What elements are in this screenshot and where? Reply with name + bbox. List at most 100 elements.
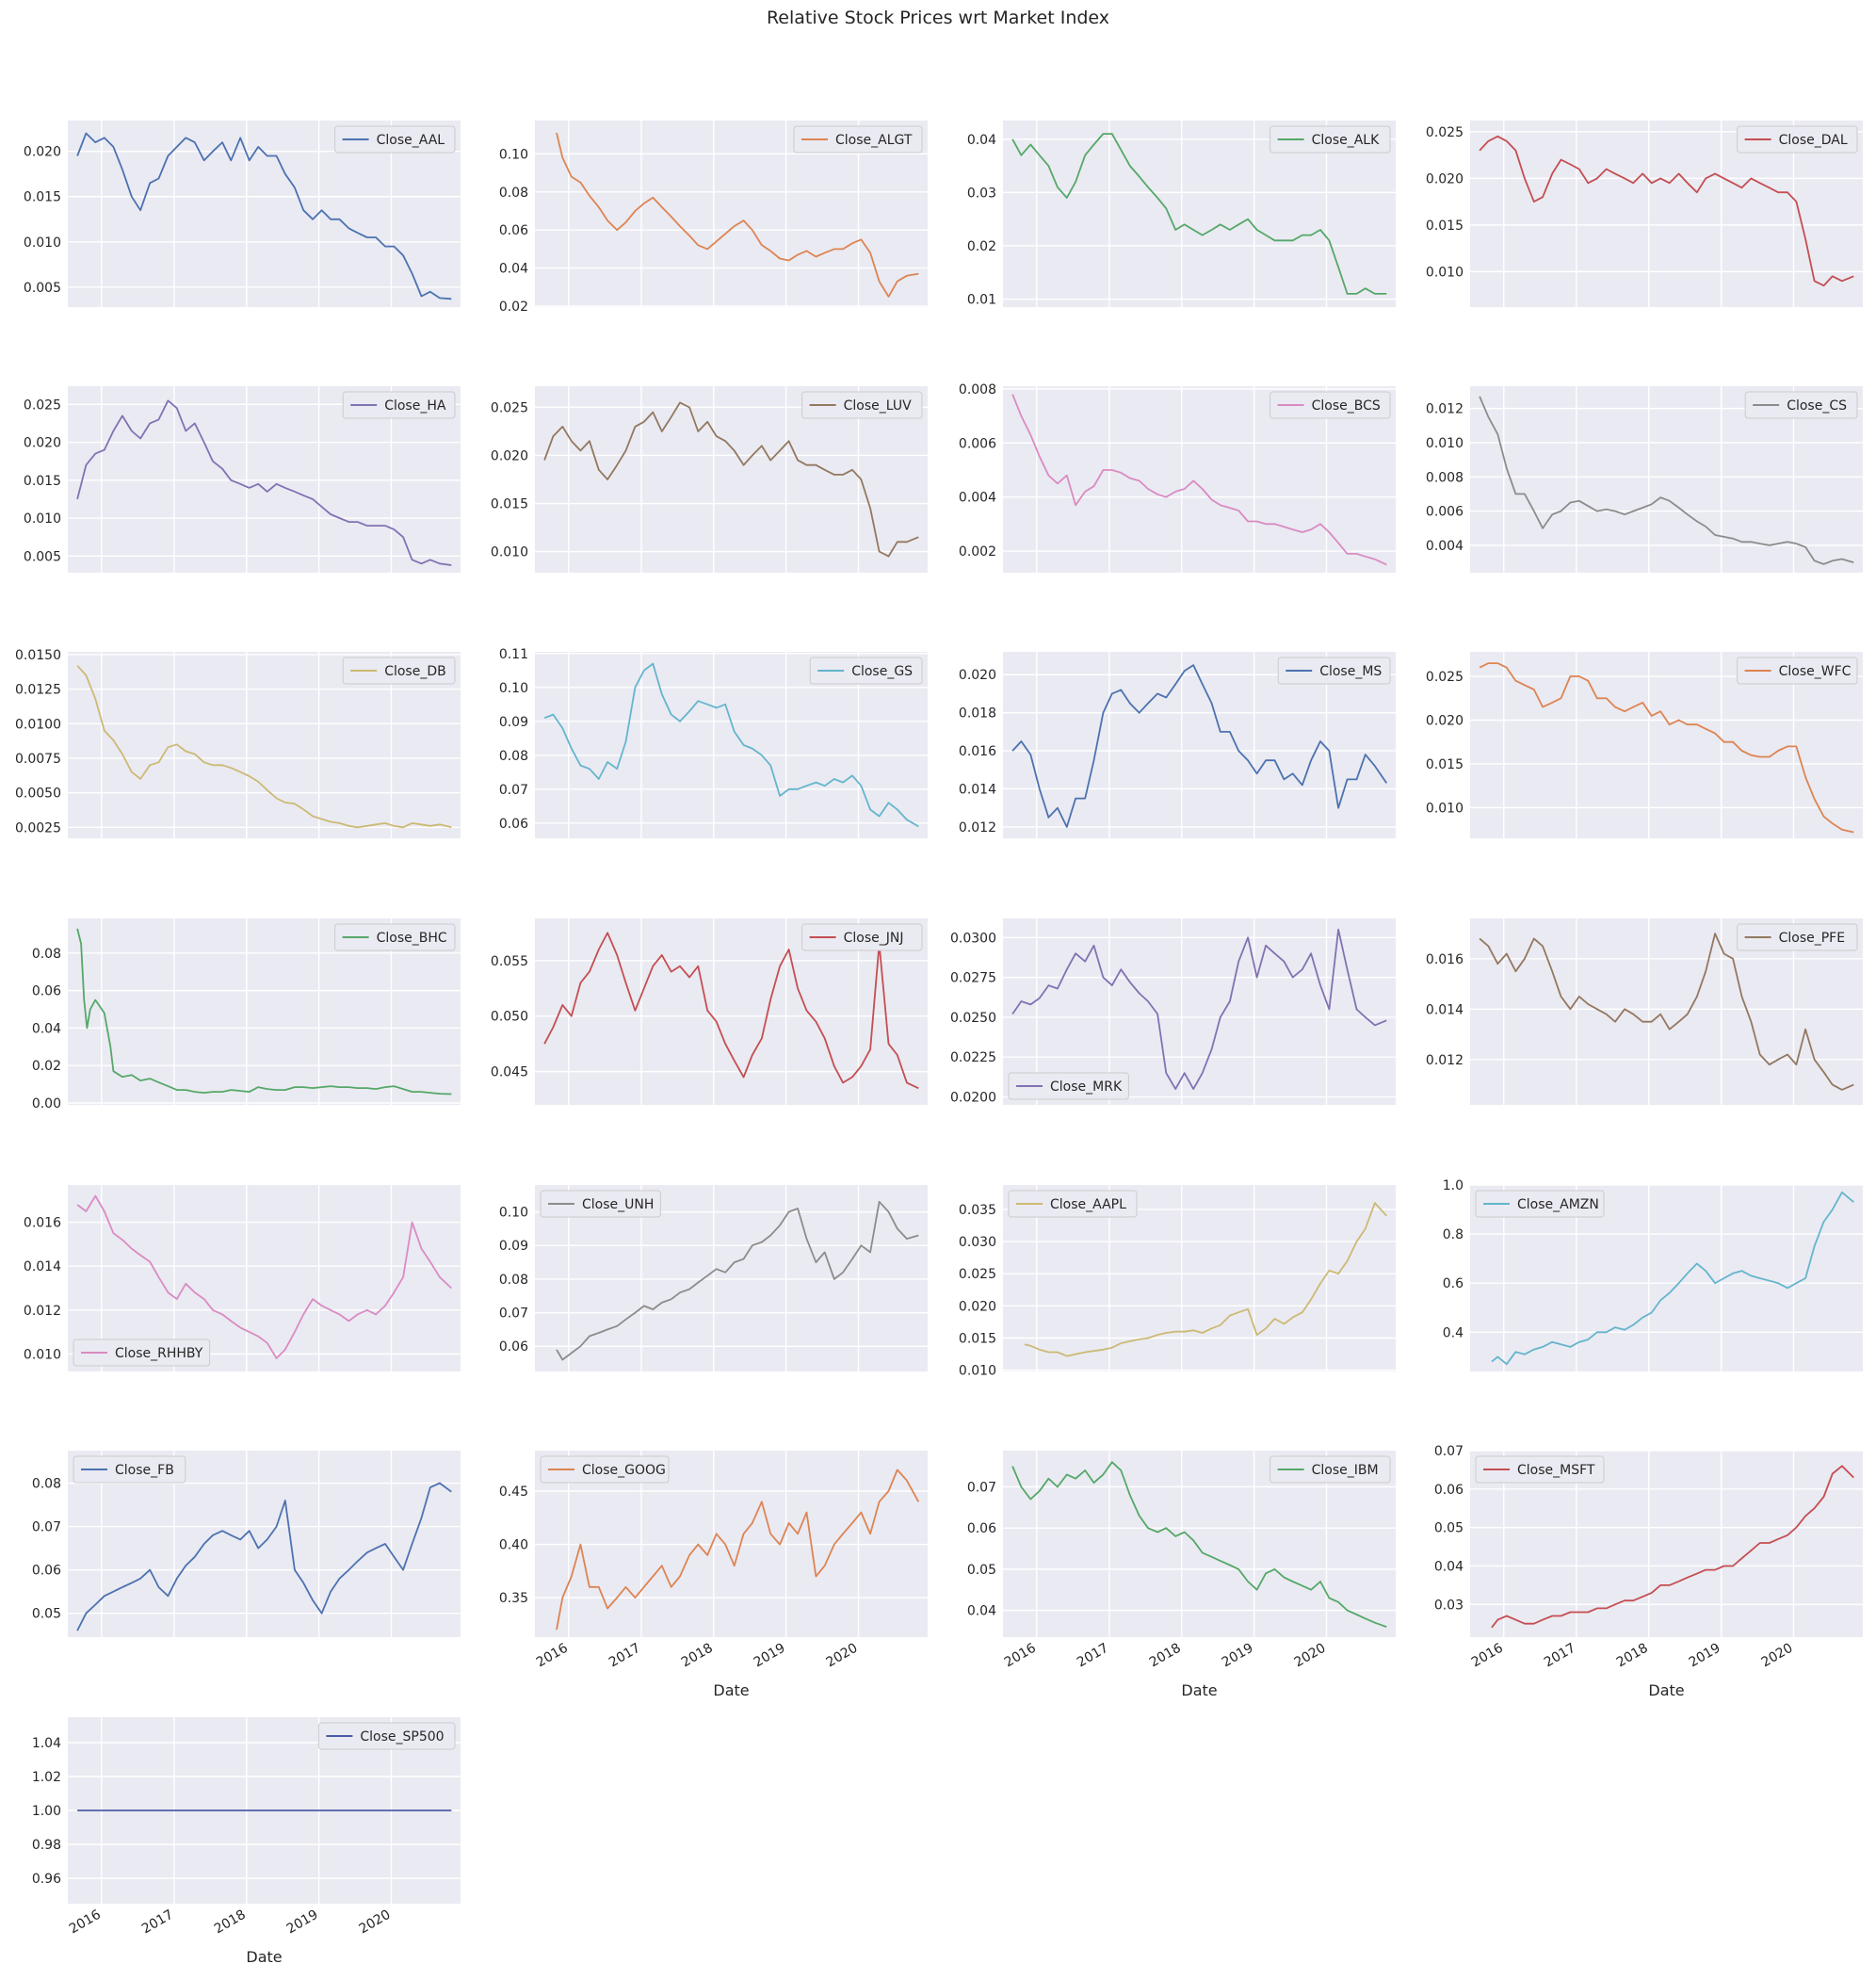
- y-tick-label: 0.05: [967, 1563, 996, 1578]
- y-tick-label: 0.055: [491, 954, 528, 969]
- y-tick-label: 0.01: [967, 293, 996, 308]
- subplot-close-dal: 0.010 0.015 0.020 0.025 Close_DAL: [1426, 121, 1863, 307]
- legend-close-luv: Close_LUV: [801, 391, 923, 419]
- legend-label: Close_AAL: [377, 133, 445, 148]
- y-tick-label: 0.015: [491, 497, 528, 512]
- y-tick-label: 0.40: [499, 1538, 528, 1553]
- legend-label: Close_SP500: [360, 1729, 444, 1745]
- y-tick-label: 0.004: [959, 491, 996, 506]
- y-tick-label: 0.0125: [15, 683, 61, 698]
- subplot-close-luv: 0.010 0.015 0.020 0.025 Close_LUV: [491, 386, 928, 573]
- x-tick-label: 2017: [1075, 1641, 1111, 1671]
- subplot-close-unh: 0.06 0.07 0.08 0.09 0.10 Close_UNH: [499, 1185, 928, 1371]
- series-line-close-wfc: [1479, 662, 1854, 834]
- x-tick-label: 2016: [1002, 1641, 1039, 1671]
- legend-label: Close_AMZN: [1517, 1197, 1599, 1212]
- y-tick-label: 0.35: [499, 1591, 528, 1606]
- x-tick-label: 2016: [534, 1641, 571, 1671]
- series-line-close-alk: [1011, 133, 1387, 295]
- legend-close-db: Close_DB: [342, 657, 456, 685]
- y-tick-label: 0.10: [499, 147, 528, 162]
- legend-box: [73, 1455, 186, 1484]
- legend-label: Close_AAPL: [1050, 1197, 1126, 1212]
- legend-close-alk: Close_ALK: [1270, 125, 1391, 154]
- series-line-close-ha: [76, 399, 452, 566]
- y-tick-label: 0.016: [959, 744, 996, 759]
- legend-close-fb: Close_FB: [73, 1455, 186, 1484]
- legend-close-jnj: Close_JNJ: [801, 923, 923, 951]
- x-tick-label: 2017: [606, 1641, 643, 1671]
- x-tick-label: 2019: [752, 1641, 788, 1671]
- y-tick-label: 0.012: [1426, 402, 1464, 417]
- y-tick-label: 0.09: [499, 715, 528, 730]
- y-tick-label: 0.018: [959, 706, 996, 722]
- legend-label: Close_ALGT: [835, 133, 913, 148]
- y-tick-label: 0.04: [32, 1021, 61, 1036]
- y-tick-label: 1.02: [32, 1770, 61, 1785]
- legend-label: Close_HA: [384, 398, 446, 414]
- y-tick-label: 0.05: [1434, 1521, 1464, 1536]
- y-tick-label: 0.09: [499, 1239, 528, 1254]
- legend-label: Close_DB: [384, 664, 446, 679]
- subplot-close-bhc: 0.00 0.02 0.04 0.06 0.08 Close_BHC: [32, 918, 461, 1112]
- y-tick-label: 0.020: [24, 436, 61, 451]
- subplot-close-cs: 0.004 0.006 0.008 0.010 0.012 Close_CS: [1426, 386, 1863, 573]
- legend-close-pfe: Close_PFE: [1737, 923, 1858, 951]
- y-tick-label: 0.010: [959, 1364, 996, 1379]
- legend-close-bcs: Close_BCS: [1270, 391, 1391, 419]
- legend-close-gs: Close_GS: [809, 657, 923, 685]
- series-line-close-bcs: [1011, 394, 1387, 566]
- y-tick-label: 0.04: [967, 1604, 996, 1619]
- y-tick-label: 0.006: [959, 436, 996, 451]
- x-tick-label: 2019: [284, 1907, 321, 1938]
- y-tick-label: 0.10: [499, 1206, 528, 1221]
- legend-label: Close_MS: [1319, 664, 1382, 679]
- y-tick-label: 0.06: [32, 984, 61, 999]
- y-tick-label: 0.014: [24, 1259, 61, 1274]
- x-tick-label: 2017: [139, 1907, 176, 1938]
- legend-close-cs: Close_CS: [1744, 391, 1858, 419]
- y-tick-label: 0.014: [1426, 1002, 1464, 1017]
- legend-box: [73, 1339, 211, 1367]
- x-tick-label: 2016: [67, 1907, 104, 1938]
- legend-label: Close_BCS: [1312, 398, 1381, 414]
- y-tick-label: 0.006: [1426, 505, 1464, 520]
- y-tick-label: 0.03: [967, 186, 996, 201]
- subplot-close-db: 0.0025 0.0050 0.0075 0.0100 0.0125 0.0150 Clos…: [15, 648, 461, 838]
- legend-box: [809, 657, 923, 685]
- legend-label: Close_RHHBY: [115, 1346, 203, 1361]
- y-tick-label: 0.0200: [950, 1091, 996, 1106]
- legend-label: Close_IBM: [1312, 1463, 1379, 1478]
- legend-close-bhc: Close_BHC: [334, 923, 456, 951]
- y-tick-label: 0.06: [499, 817, 528, 832]
- y-tick-label: 0.08: [32, 947, 61, 962]
- x-tick-label: 2020: [1759, 1641, 1796, 1671]
- y-tick-label: 0.02: [499, 300, 528, 315]
- y-tick-label: 0.010: [24, 235, 61, 251]
- legend-label: Close_UNH: [582, 1197, 654, 1212]
- y-tick-label: 0.07: [32, 1520, 61, 1535]
- legend-label: Close_MRK: [1050, 1079, 1123, 1095]
- y-tick-label: 1.04: [32, 1736, 61, 1751]
- legend-box: [801, 923, 923, 951]
- y-tick-label: 0.06: [499, 1339, 528, 1355]
- y-tick-label: 0.06: [499, 223, 528, 238]
- y-tick-label: 0.0050: [15, 787, 61, 802]
- subplot-close-mrk: 0.0200 0.0225 0.0250 0.0275 0.0300 Close_MRK: [950, 918, 1396, 1106]
- legend-close-aal: Close_AAL: [334, 125, 456, 154]
- subplot-close-msft: 0.03 0.04 0.05 0.06 0.07 2016 2017 2018 2019 2020…: [1434, 1444, 1863, 1699]
- y-tick-label: 0.020: [491, 448, 528, 463]
- y-tick-label: 0.08: [499, 1273, 528, 1288]
- x-tick-label: 2016: [1469, 1641, 1506, 1671]
- legend-label: Close_BHC: [377, 931, 447, 946]
- series-line-close-unh: [556, 1200, 919, 1361]
- x-axis-label: Date: [246, 1948, 282, 1966]
- y-tick-label: 0.010: [1426, 801, 1464, 816]
- y-tick-label: 0.05: [32, 1607, 61, 1622]
- series-line-close-gs: [543, 662, 919, 828]
- y-tick-label: 0.015: [959, 1331, 996, 1346]
- y-tick-label: 0.02: [967, 239, 996, 254]
- x-axis-label: Date: [713, 1681, 749, 1699]
- legend-box: [540, 1190, 661, 1218]
